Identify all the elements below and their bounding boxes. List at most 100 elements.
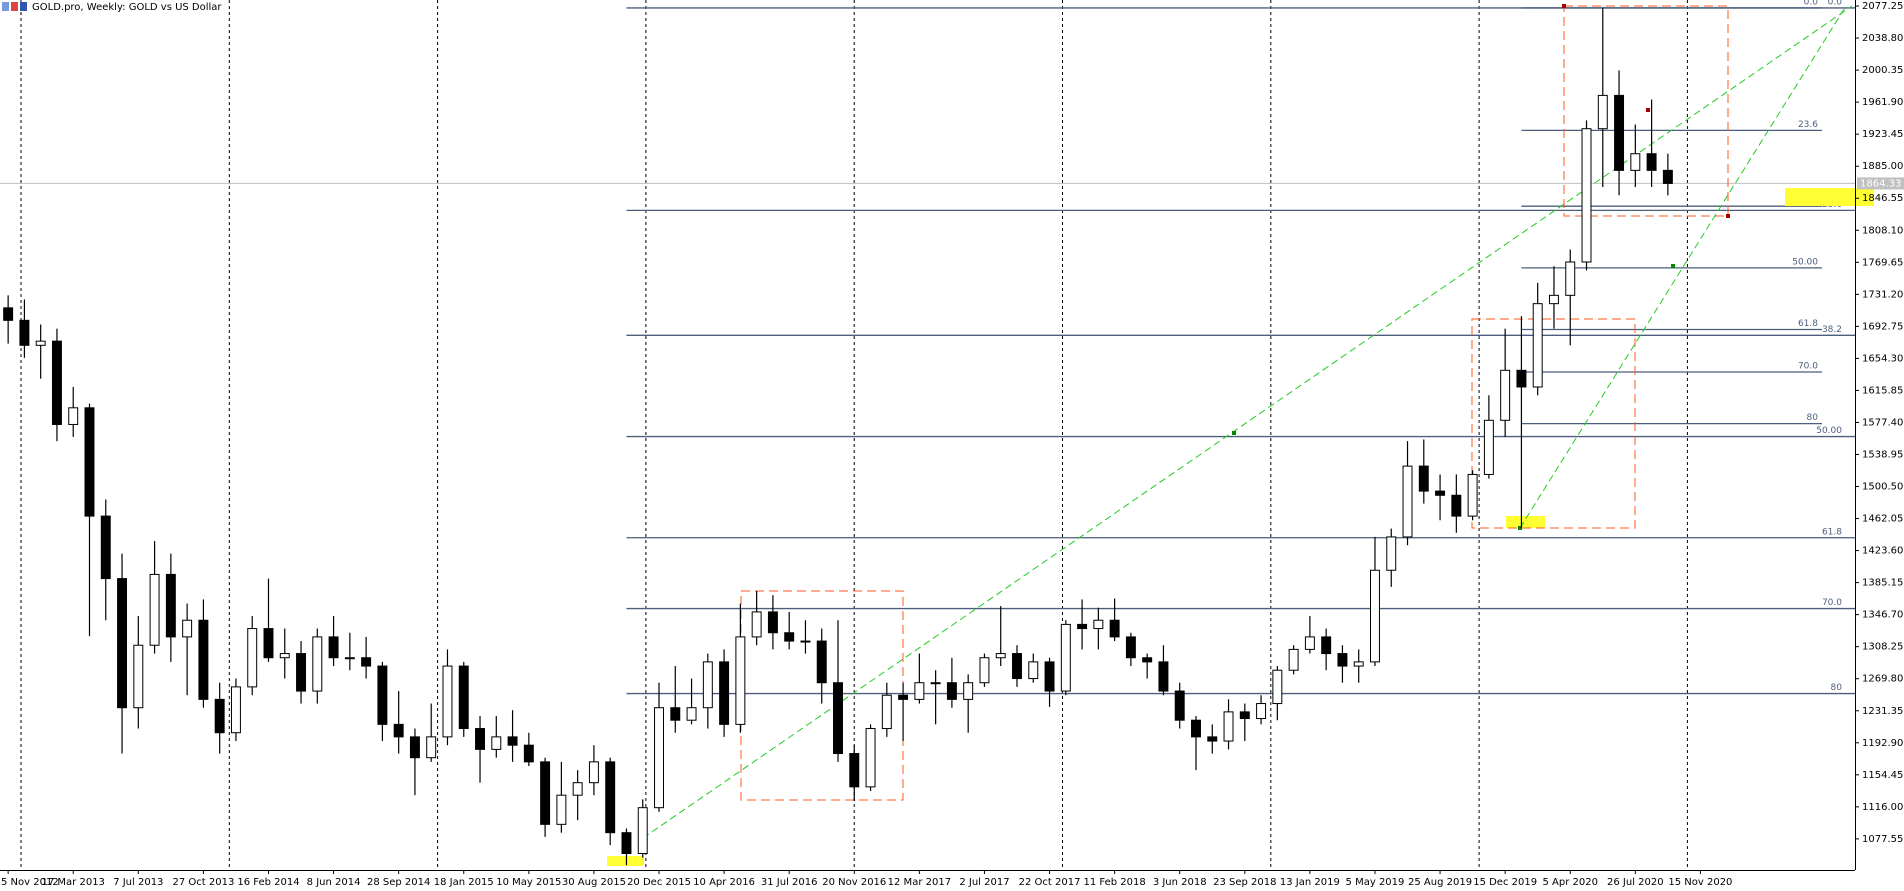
candle-body bbox=[1256, 703, 1267, 720]
candle-body bbox=[523, 744, 534, 763]
x-tick-label: 31 Jul 2016 bbox=[761, 877, 818, 888]
candle-body bbox=[296, 653, 307, 692]
y-tick-label: 1961.90 bbox=[1862, 97, 1903, 108]
fib-label: 80 bbox=[1807, 413, 1819, 423]
y-tick-label: 1538.95 bbox=[1862, 449, 1903, 460]
candle-body bbox=[3, 307, 14, 321]
candle-body bbox=[1662, 169, 1673, 184]
candle-body bbox=[35, 340, 46, 346]
y-tick-label: 1923.45 bbox=[1862, 129, 1903, 140]
anchor bbox=[1646, 108, 1650, 112]
y-tick-label: 1308.25 bbox=[1862, 642, 1903, 653]
fib-label: 23.6 bbox=[1798, 120, 1818, 130]
candle-body bbox=[833, 682, 843, 755]
x-tick-label: 23 Sep 2018 bbox=[1213, 877, 1276, 888]
x-tick-label: 5 May 2019 bbox=[1346, 877, 1405, 888]
candle-body bbox=[735, 636, 746, 725]
candle-body bbox=[784, 632, 795, 642]
candle-body bbox=[963, 682, 974, 700]
candle-body bbox=[1044, 661, 1055, 692]
x-tick-label: 15 Dec 2019 bbox=[1473, 877, 1537, 888]
box bbox=[1563, 5, 1729, 217]
fib-label: 70.0 bbox=[1822, 598, 1842, 608]
candle-body bbox=[377, 665, 388, 725]
icon bbox=[20, 2, 27, 11]
candle-body bbox=[605, 761, 616, 834]
candle-body bbox=[84, 407, 95, 517]
x-tick-label: 30 Aug 2015 bbox=[562, 877, 626, 888]
x-tick-label: 10 May 2015 bbox=[496, 877, 561, 888]
candle-body bbox=[1532, 303, 1543, 388]
candle-body bbox=[117, 578, 128, 709]
y-tick-label: 1154.45 bbox=[1862, 770, 1903, 781]
candle-body bbox=[491, 736, 502, 750]
candle-body bbox=[1207, 736, 1218, 742]
x-tick-label: 20 Dec 2015 bbox=[627, 877, 691, 888]
candle-body bbox=[1012, 653, 1022, 680]
x-tick-label: 18 Jan 2015 bbox=[434, 877, 494, 888]
candle-body bbox=[686, 707, 697, 721]
x-tick-label: 5 Apr 2020 bbox=[1543, 877, 1598, 888]
candle-body bbox=[1614, 94, 1625, 171]
x-tick-label: 13 Jan 2019 bbox=[1280, 877, 1340, 888]
x-tick-label: 22 Oct 2017 bbox=[1019, 877, 1081, 888]
candle-body bbox=[670, 707, 681, 721]
highlight bbox=[1506, 516, 1545, 528]
candle-body bbox=[1337, 653, 1348, 667]
candle-body bbox=[719, 661, 730, 725]
candle-body bbox=[1223, 711, 1234, 742]
x-tick-label: 12 Mar 2017 bbox=[888, 877, 951, 888]
candle-body bbox=[637, 807, 648, 855]
highlight bbox=[1785, 188, 1874, 206]
candle-body bbox=[1028, 661, 1039, 680]
candle-body bbox=[979, 657, 990, 684]
fib-label: 50.00 bbox=[1792, 257, 1818, 267]
candle-body bbox=[702, 661, 713, 709]
x-tick-label: 17 Mar 2013 bbox=[42, 877, 105, 888]
candle-body bbox=[654, 707, 664, 809]
candle-body bbox=[279, 653, 290, 659]
candle-body bbox=[1142, 657, 1153, 663]
candle-body bbox=[1500, 369, 1511, 421]
candle-body bbox=[1630, 153, 1641, 171]
candle-body bbox=[458, 665, 469, 730]
candle-body bbox=[1093, 619, 1104, 630]
icon bbox=[11, 2, 18, 11]
grid-layer bbox=[0, 0, 1855, 870]
x-tick-label: 27 Oct 2013 bbox=[172, 877, 234, 888]
y-tick-label: 1808.10 bbox=[1862, 225, 1903, 236]
candle-body bbox=[426, 736, 437, 759]
x-tick-label: 2 Jul 2017 bbox=[959, 877, 1009, 888]
anchor bbox=[1518, 526, 1522, 530]
candle-body bbox=[1288, 648, 1299, 671]
candle-body bbox=[1239, 711, 1250, 720]
candle-body bbox=[133, 644, 144, 709]
candle-body bbox=[475, 728, 485, 750]
candle-body bbox=[1646, 153, 1657, 171]
candle-body bbox=[1109, 619, 1120, 638]
candle-body bbox=[1565, 261, 1576, 296]
x-tick-label: 11 Feb 2018 bbox=[1084, 877, 1146, 888]
candle-body bbox=[849, 753, 860, 788]
candle-body bbox=[51, 340, 62, 425]
candle-body bbox=[1272, 669, 1283, 705]
x-tick-label: 20 Nov 2016 bbox=[822, 877, 886, 888]
y-tick-label: 1577.40 bbox=[1862, 417, 1903, 428]
trendline bbox=[642, 5, 1853, 839]
x-tick-label: 26 Jul 2020 bbox=[1607, 877, 1664, 888]
candle-body bbox=[1321, 636, 1332, 655]
candle-body bbox=[1174, 690, 1185, 721]
fib-label: 38.2 bbox=[1822, 325, 1842, 335]
candle-body bbox=[1191, 719, 1201, 738]
candle-body bbox=[1386, 536, 1397, 571]
candle-body bbox=[995, 653, 1006, 659]
candle-body bbox=[165, 573, 176, 638]
x-tick-label: 15 Nov 2020 bbox=[1668, 877, 1732, 888]
anchor bbox=[1562, 4, 1566, 8]
candle-body bbox=[19, 319, 30, 346]
y-tick-label: 1885.00 bbox=[1862, 161, 1903, 172]
candle-body bbox=[556, 794, 567, 825]
candle-body bbox=[328, 636, 339, 659]
